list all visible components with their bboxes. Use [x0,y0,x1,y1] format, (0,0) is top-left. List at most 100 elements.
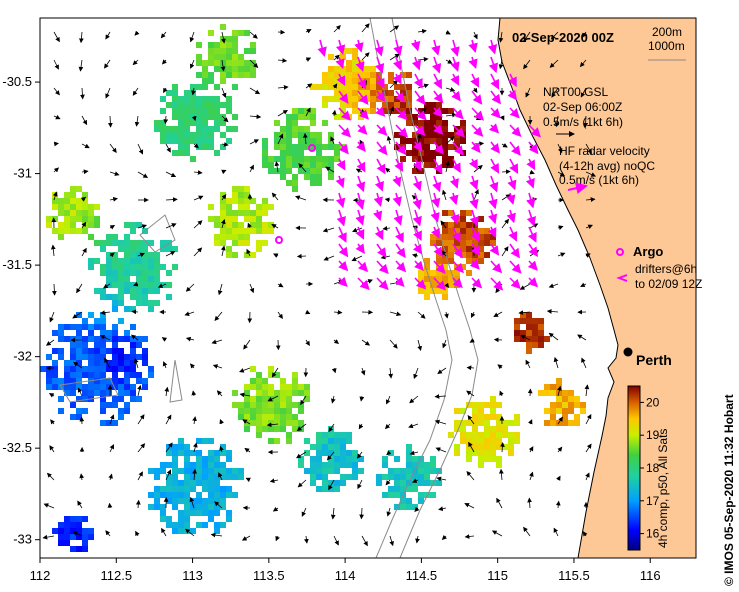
sst-pixel [406,90,412,96]
sst-pixel [430,138,436,144]
current-vector-arrow [525,359,531,369]
sst-pixel [352,108,358,114]
sst-pixel [76,354,82,360]
sst-pixel [340,474,346,480]
sst-pixel [316,432,322,438]
sst-pixel [184,498,190,504]
sst-pixel [508,444,514,450]
current-vector-arrow [77,387,83,397]
sst-pixel [364,66,370,72]
current-vector-arrow [189,363,195,369]
sst-pixel [136,378,142,384]
current-vector-arrow [333,535,339,546]
sst-pixel [166,102,172,108]
sst-pixel [208,480,214,486]
sst-pixel [544,390,550,396]
sst-pixel [178,96,184,102]
sst-pixel [112,348,118,354]
sst-pixel [226,228,232,234]
sst-pixel [430,234,436,240]
sst-pixel [58,210,64,216]
argo-float-marker [308,144,316,152]
current-vector-arrow [109,171,120,176]
sst-pixel [316,138,322,144]
sst-pixel [244,60,250,66]
sst-pixel [454,228,460,234]
current-vector-arrow [249,164,254,173]
sst-pixel [226,138,232,144]
sst-pixel [190,156,196,162]
x-tick-label: 115.5 [558,568,590,583]
sst-pixel [64,228,70,234]
sst-pixel [424,150,430,156]
current-vector-arrow [493,311,503,317]
sst-pixel [328,450,334,456]
sst-pixel [172,468,178,474]
sst-pixel [352,450,358,456]
sst-pixel [130,342,136,348]
sst-pixel [556,402,562,408]
sst-pixel [430,462,436,468]
sst-pixel [40,366,46,372]
current-vector-arrow [249,31,258,39]
sst-pixel [328,144,334,150]
current-vector-arrow [585,443,592,453]
sst-pixel [118,264,124,270]
sst-pixel [424,474,430,480]
sst-pixel [430,240,436,246]
current-vector-arrow [330,395,336,404]
sst-pixel [184,96,190,102]
sst-pixel [406,108,412,114]
sst-pixel [406,474,412,480]
sst-pixel [280,174,286,180]
current-vector-arrow [246,248,251,257]
hf-radar-arrow [335,56,345,70]
sst-pixel [256,426,262,432]
sst-pixel [238,192,244,198]
sst-pixel [130,348,136,354]
hf-radar-vectors [317,39,541,291]
sst-pixel [376,480,382,486]
sst-pixel [556,384,562,390]
sst-pixel [424,468,430,474]
sst-pixel [286,438,292,444]
sst-pixel [220,24,226,30]
sst-pixel [454,132,460,138]
sst-pixel [142,384,148,390]
sst-pixel [238,228,244,234]
hf-radar-arrow [471,277,483,289]
hf-radar-arrow [338,107,351,121]
sst-pixel [160,492,166,498]
current-vector-arrow [131,309,139,315]
sst-pixel [226,204,232,210]
sst-pixel [154,270,160,276]
sst-pixel [160,240,166,246]
sst-pixel [172,126,178,132]
sst-pixel [340,102,346,108]
sst-pixel [82,204,88,210]
sst-pixel [82,210,88,216]
current-vector-arrow [274,161,280,173]
sst-pixel [550,384,556,390]
sst-pixel [52,378,58,384]
current-vector-arrow [193,170,203,175]
sst-pixel [214,60,220,66]
current-vector-arrow [411,478,419,483]
sst-pixel [58,198,64,204]
sst-pixel [256,420,262,426]
sst-pixel [214,96,220,102]
hf-radar-arrow [433,124,444,135]
current-vector-arrow [585,171,597,177]
sst-pixel [82,216,88,222]
sst-pixel [118,360,124,366]
current-vector-arrow [585,253,591,258]
sst-pixel [100,408,106,414]
current-vector-arrow [134,358,139,369]
current-vector-arrow [333,25,341,33]
sst-pixel [424,276,430,282]
sst-pixel [304,144,310,150]
sst-pixel [448,252,454,258]
sst-pixel [352,72,358,78]
sst-pixel [262,198,268,204]
sst-pixel [550,390,556,396]
